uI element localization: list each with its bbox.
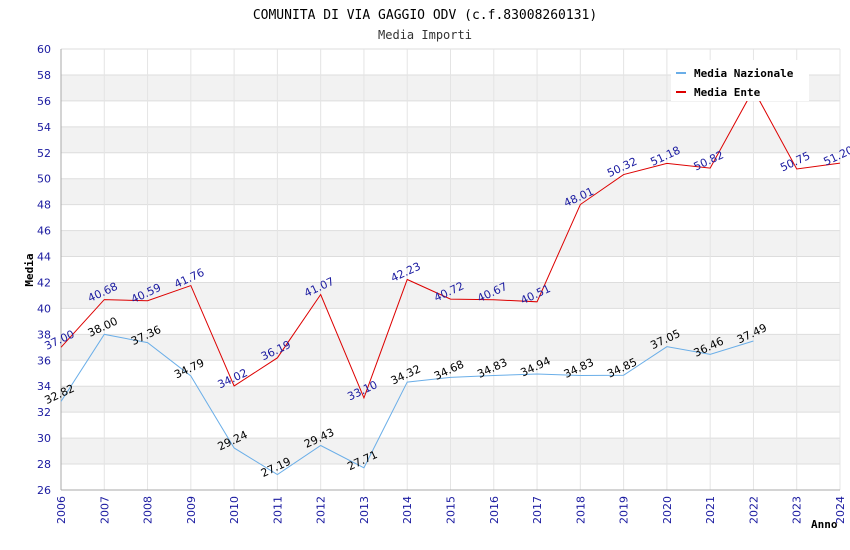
chart-title: COMUNITA DI VIA GAGGIO ODV (c.f.83008260…	[253, 8, 597, 23]
y-tick-label: 44	[37, 251, 51, 264]
y-tick-label: 60	[37, 43, 51, 56]
y-tick-label: 52	[37, 147, 51, 160]
series-line	[60, 333, 754, 476]
x-tick-label: 2008	[142, 496, 155, 524]
y-tick-label: 56	[37, 95, 51, 108]
data-label: 34.32	[389, 362, 423, 387]
chart-subtitle: Media Importi	[378, 28, 472, 42]
x-tick-label: 2017	[531, 496, 544, 524]
y-tick-label: 38	[37, 328, 51, 341]
plot-grid	[60, 48, 841, 491]
y-tick-label: 34	[37, 380, 51, 393]
x-tick-label: 2015	[445, 496, 458, 524]
y-tick-label: 36	[37, 354, 51, 367]
x-tick-label: 2007	[98, 496, 111, 524]
x-tick-label: 2021	[704, 496, 717, 524]
y-tick-label: 40	[37, 302, 51, 315]
series-lines	[60, 88, 841, 476]
x-tick-label: 2010	[228, 496, 241, 524]
y-tick-label: 30	[37, 432, 51, 445]
data-label: 34.68	[432, 358, 466, 383]
legend: Media Nazionale Media Ente	[671, 60, 809, 101]
x-tick-label: 2006	[55, 496, 68, 524]
y-tick-label: 58	[37, 69, 51, 82]
x-tick-label: 2024	[834, 496, 847, 524]
legend-box	[671, 60, 809, 101]
x-tick-label: 2012	[315, 496, 328, 524]
y-tick-label: 26	[37, 484, 51, 497]
y-tick-label: 54	[37, 121, 51, 134]
x-tick-label: 2014	[401, 496, 414, 524]
x-axis-label: Anno	[811, 518, 838, 531]
y-tick-label: 42	[37, 276, 51, 289]
x-tick-label: 2020	[661, 496, 674, 524]
y-tick-label: 28	[37, 458, 51, 471]
legend-label: Media Ente	[694, 86, 761, 99]
series-line	[60, 88, 841, 400]
x-tick-label: 2009	[185, 496, 198, 524]
axes: 26 28 30 32 34 36 38 40 42 44 46 48 50 52 54 56 58 60 2006…	[37, 43, 847, 524]
y-tick-label: 50	[37, 173, 51, 186]
x-tick-label: 2023	[791, 496, 804, 524]
legend-label: Media Nazionale	[694, 67, 794, 80]
x-tick-label: 2018	[574, 496, 587, 524]
data-label: 42.23	[389, 260, 423, 285]
x-tick-label: 2011	[271, 496, 284, 524]
y-axis-label: Media	[23, 253, 36, 286]
x-tick-label: 2022	[747, 496, 760, 524]
x-tick-label: 2019	[618, 496, 631, 524]
x-tick-label: 2016	[488, 496, 501, 524]
y-tick-label: 48	[37, 199, 51, 212]
y-tick-label: 46	[37, 225, 51, 238]
y-tick-label: 32	[37, 406, 51, 419]
x-tick-label: 2013	[358, 496, 371, 524]
